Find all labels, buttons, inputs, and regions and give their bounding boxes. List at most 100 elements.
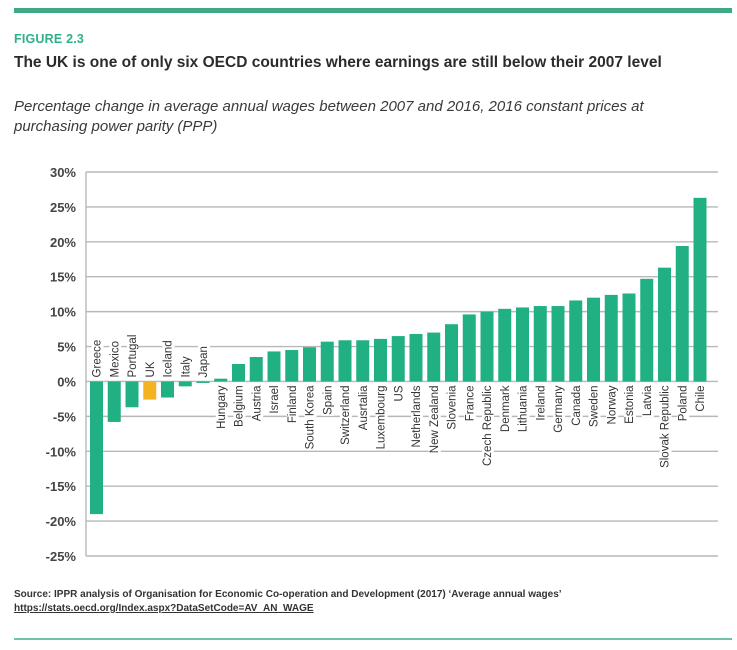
category-label: Estonia [624, 385, 636, 424]
label-background [499, 384, 512, 434]
label-background [91, 338, 104, 379]
category-label: US [393, 385, 405, 401]
category-label: Hungary [216, 385, 228, 429]
y-tick-label: 10% [50, 305, 76, 320]
label-background [180, 355, 193, 379]
bar-luxembourg [374, 338, 387, 382]
category-label: Austria [251, 385, 263, 421]
category-label: Portugal [127, 335, 139, 378]
bar-greece [90, 381, 103, 515]
category-label: Canada [571, 385, 583, 426]
bar-poland [675, 246, 689, 382]
label-background [464, 384, 477, 423]
y-tick-label: -15% [46, 479, 77, 494]
label-background [553, 384, 565, 434]
label-background [411, 384, 423, 449]
label-background [269, 384, 281, 415]
source-link[interactable]: https://stats.oecd.org/Index.aspx?DataSe… [14, 603, 314, 614]
category-label: Chile [695, 385, 707, 411]
bar-czech-republic [480, 311, 494, 382]
category-label: Israel [269, 385, 281, 413]
bar-finland [285, 350, 299, 382]
bar-latvia [640, 278, 654, 382]
label-background [162, 339, 175, 379]
y-tick-label: -5% [53, 409, 77, 424]
label-background [357, 383, 370, 432]
bar-japan [196, 381, 210, 383]
category-label: Poland [677, 385, 689, 421]
bar-lithuania [516, 307, 529, 382]
label-background [446, 383, 459, 431]
bar-iceland [161, 381, 174, 398]
category-label: Japan [198, 346, 210, 377]
label-background [570, 383, 583, 427]
label-background [482, 384, 494, 468]
category-label: Latvia [642, 385, 654, 416]
label-background [127, 333, 139, 379]
category-label: Iceland [163, 340, 175, 377]
y-axis-ticks: 30% 25% 20% 15% 10% 5% 0% -5% -10% -15% -20% -25% [46, 165, 77, 564]
bar-south-korea [303, 347, 316, 382]
label-background [233, 384, 246, 429]
bar-denmark [498, 308, 512, 382]
category-label: Denmark [500, 385, 512, 432]
bar-portugal [125, 381, 139, 408]
category-label: Ausrtalia [358, 385, 370, 430]
category-label: Switzerland [340, 385, 352, 444]
category-label: Greece [92, 340, 104, 378]
label-background [624, 383, 636, 425]
category-label: Ireland [535, 385, 547, 420]
category-label: Sweden [589, 385, 601, 427]
bar-belgium [232, 364, 245, 382]
category-label: Lithuania [518, 385, 530, 432]
category-label: UK [145, 361, 157, 377]
y-tick-label: 20% [50, 235, 76, 250]
label-background [375, 384, 388, 451]
bar-israel [267, 351, 281, 382]
bar-ireland [533, 306, 547, 382]
y-tick-label: -10% [46, 444, 77, 459]
label-background [198, 345, 210, 379]
category-label: Italy [180, 356, 192, 377]
label-background [340, 384, 352, 446]
label-background [588, 384, 601, 429]
label-background [641, 383, 654, 418]
y-tick-label: 25% [50, 200, 76, 215]
source-text: Source: IPPR analysis of Organisation fo… [14, 589, 562, 600]
label-background [215, 384, 228, 430]
bottom-rule [14, 638, 732, 640]
bar-slovenia [445, 324, 458, 382]
bar-germany [551, 306, 565, 382]
label-background [517, 383, 530, 434]
bar-estonia [622, 293, 636, 382]
bars [90, 197, 707, 515]
bar-chart: Greece Mexico Portugal UK Iceland Italy Japan H… [46, 165, 718, 564]
category-label: Spain [322, 385, 334, 414]
label-background [251, 383, 264, 423]
bar-norway [604, 294, 618, 382]
label-background [695, 384, 707, 413]
category-label: Belgium [234, 385, 246, 427]
chart-title: The UK is one of only six OECD countries… [14, 54, 662, 71]
category-label: Mexico [109, 341, 121, 377]
category-label: South Korea [305, 385, 317, 450]
y-tick-label: -25% [46, 549, 77, 564]
bar-mexico [107, 381, 121, 422]
category-labels: Greece Mexico Portugal UK Iceland Italy Japan H… [91, 333, 707, 469]
label-background [286, 384, 299, 425]
bar-uk [143, 381, 157, 400]
y-tick-label: -20% [46, 514, 77, 529]
bar-hungary [214, 378, 228, 382]
figure-label: FIGURE 2.3 [14, 32, 85, 46]
bar-chile [693, 197, 707, 382]
label-background [304, 383, 317, 451]
bar-us [391, 336, 405, 382]
bar-new-zealand [427, 332, 441, 382]
category-label: Slovenia [447, 385, 459, 430]
label-background [677, 384, 690, 423]
bar-france [462, 314, 476, 382]
top-rule [14, 8, 732, 13]
y-tick-label: 0% [57, 374, 76, 389]
label-background [109, 340, 122, 379]
source-note: Source: IPPR analysis of Organisation fo… [14, 588, 562, 616]
